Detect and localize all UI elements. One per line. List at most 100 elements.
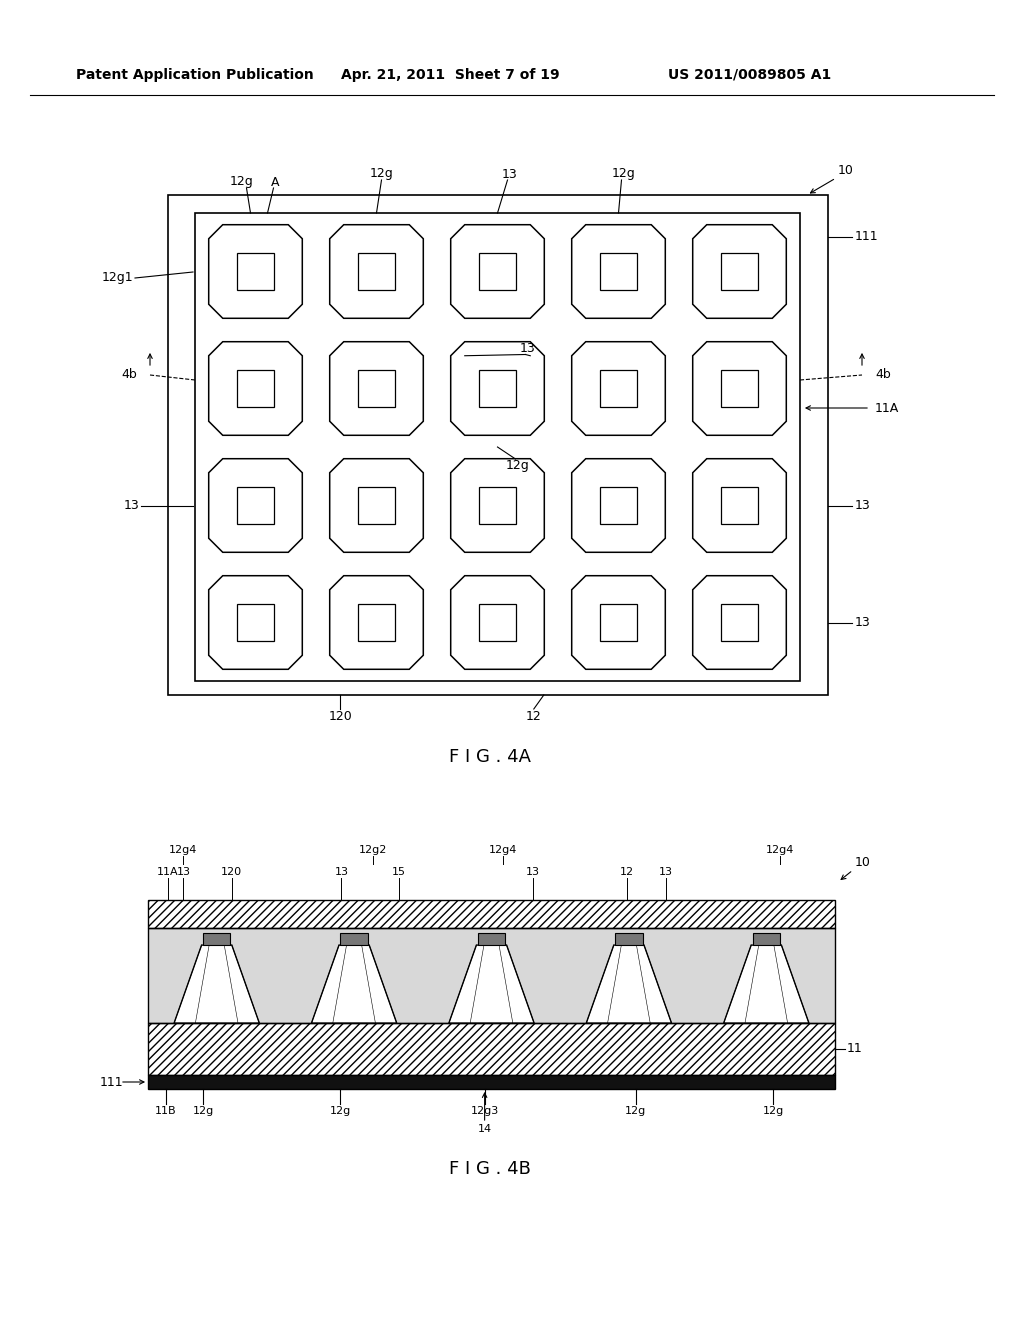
Text: 12g: 12g — [506, 458, 529, 471]
Text: A: A — [271, 176, 280, 189]
Text: 120: 120 — [221, 867, 242, 876]
Text: 12: 12 — [620, 867, 634, 876]
Text: 13: 13 — [525, 867, 540, 876]
Text: 4b: 4b — [121, 368, 137, 381]
Polygon shape — [330, 224, 423, 318]
Text: 15: 15 — [392, 867, 407, 876]
Polygon shape — [209, 576, 302, 669]
Text: 13: 13 — [855, 616, 870, 630]
Polygon shape — [209, 224, 302, 318]
Text: 12g4: 12g4 — [489, 845, 517, 855]
Text: 4b: 4b — [874, 368, 891, 381]
Bar — [721, 487, 758, 524]
Text: 120: 120 — [329, 710, 352, 723]
Text: 12g: 12g — [193, 1106, 214, 1115]
Text: 12g: 12g — [370, 168, 393, 181]
Text: 12g4: 12g4 — [766, 845, 795, 855]
Text: 13: 13 — [123, 499, 139, 512]
Bar — [341, 933, 368, 945]
Polygon shape — [571, 459, 666, 552]
Text: F I G . 4B: F I G . 4B — [450, 1160, 530, 1177]
Polygon shape — [449, 945, 535, 1023]
Bar — [148, 900, 835, 928]
Text: 10: 10 — [855, 855, 870, 869]
Bar — [479, 253, 516, 290]
Polygon shape — [724, 945, 809, 1023]
Text: F I G . 4A: F I G . 4A — [449, 748, 531, 766]
Bar — [600, 487, 637, 524]
Text: 13: 13 — [659, 867, 673, 876]
Text: 12g4: 12g4 — [169, 845, 198, 855]
Polygon shape — [209, 459, 302, 552]
Bar — [479, 370, 516, 407]
Bar — [357, 487, 395, 524]
Polygon shape — [587, 945, 672, 1023]
Text: 12g: 12g — [330, 1106, 351, 1115]
Polygon shape — [451, 342, 545, 436]
Bar — [237, 603, 274, 642]
Text: Patent Application Publication: Patent Application Publication — [76, 69, 314, 82]
Bar — [148, 928, 835, 1023]
Text: 13: 13 — [519, 342, 536, 355]
Polygon shape — [451, 224, 545, 318]
Text: 13: 13 — [176, 867, 190, 876]
Polygon shape — [451, 576, 545, 669]
Polygon shape — [692, 576, 786, 669]
Text: 12g2: 12g2 — [358, 845, 387, 855]
Bar — [148, 928, 835, 1023]
Polygon shape — [692, 224, 786, 318]
Polygon shape — [571, 342, 666, 436]
Text: 12g3: 12g3 — [470, 1106, 499, 1115]
Bar — [600, 603, 637, 642]
Text: 13: 13 — [855, 499, 870, 512]
Bar — [148, 1023, 835, 1074]
Polygon shape — [692, 342, 786, 436]
Bar — [600, 370, 637, 407]
Bar — [721, 253, 758, 290]
Text: 12g: 12g — [763, 1106, 783, 1115]
Text: 12: 12 — [526, 710, 542, 723]
Text: 11: 11 — [847, 1043, 863, 1056]
Polygon shape — [571, 576, 666, 669]
Bar — [148, 1074, 835, 1089]
Bar — [479, 487, 516, 524]
Bar — [237, 487, 274, 524]
Polygon shape — [311, 945, 396, 1023]
Text: 111: 111 — [100, 1076, 124, 1089]
Polygon shape — [692, 459, 786, 552]
Text: 13: 13 — [335, 867, 348, 876]
Polygon shape — [330, 576, 423, 669]
Bar — [203, 933, 230, 945]
Bar — [479, 603, 516, 642]
Polygon shape — [451, 459, 545, 552]
Bar — [168, 195, 828, 696]
Text: 11A: 11A — [158, 867, 179, 876]
Polygon shape — [330, 459, 423, 552]
Text: 12g: 12g — [611, 168, 635, 181]
Bar — [195, 213, 800, 681]
Bar — [237, 253, 274, 290]
Text: US 2011/0089805 A1: US 2011/0089805 A1 — [669, 69, 831, 82]
Text: 11A: 11A — [874, 401, 899, 414]
Polygon shape — [330, 342, 423, 436]
Bar — [753, 933, 780, 945]
Bar — [357, 603, 395, 642]
Bar — [478, 933, 505, 945]
Text: 12g1: 12g1 — [101, 272, 133, 285]
Bar — [615, 933, 642, 945]
Text: 10: 10 — [838, 164, 854, 177]
Text: 11B: 11B — [156, 1106, 177, 1115]
Bar — [721, 370, 758, 407]
Bar — [600, 253, 637, 290]
Polygon shape — [571, 224, 666, 318]
Text: 13: 13 — [502, 168, 517, 181]
Text: 111: 111 — [855, 231, 879, 243]
Bar — [721, 603, 758, 642]
Bar — [357, 370, 395, 407]
Text: 12g: 12g — [229, 176, 253, 189]
Polygon shape — [174, 945, 259, 1023]
Bar — [357, 253, 395, 290]
Polygon shape — [209, 342, 302, 436]
Text: 12g: 12g — [625, 1106, 646, 1115]
Text: 14: 14 — [477, 1125, 492, 1134]
